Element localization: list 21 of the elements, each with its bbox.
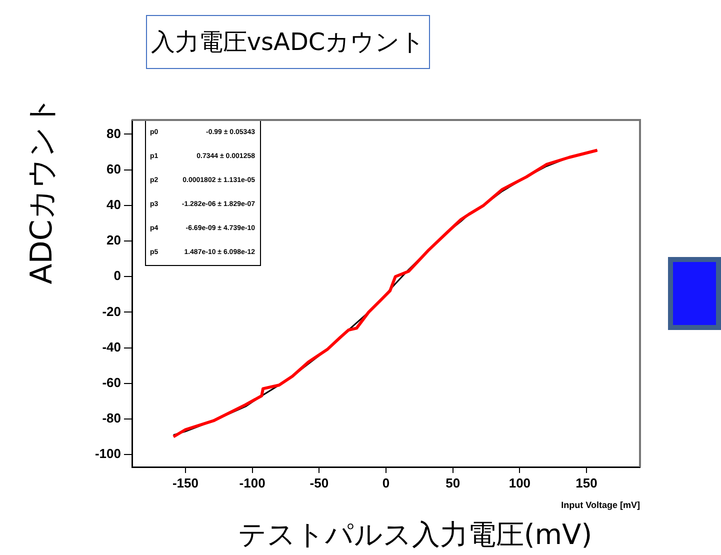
- y-axis-title: ADCカウント: [24, 96, 60, 284]
- x-tick-label: -100: [239, 475, 266, 490]
- y-tick-label: -100: [94, 446, 121, 462]
- y-tick-label: 0: [114, 268, 121, 284]
- x-tick-label: -150: [172, 475, 198, 490]
- y-tick-label: 60: [106, 161, 121, 176]
- chart-title: 入力電圧vsADCカウント: [146, 15, 430, 69]
- x-tick-label: 50: [446, 475, 460, 490]
- y-tick-label: 20: [106, 232, 121, 248]
- y-tick-label: -80: [102, 410, 121, 426]
- y-tick-label: 40: [106, 196, 121, 212]
- x-tick-label: 0: [382, 475, 390, 490]
- y-tick-label: -60: [102, 374, 121, 390]
- x-tick-label: -50: [310, 475, 329, 490]
- y-tick-label: 80: [106, 126, 121, 141]
- text: Input Voltage [mV]: [561, 500, 640, 510]
- y-tick-label: -40: [102, 339, 121, 354]
- y-tick-label: -20: [102, 304, 121, 319]
- x-tick-label: 150: [576, 475, 598, 490]
- x-tick-label: 100: [508, 475, 531, 490]
- x-axis-title: テストパルス入力電圧(mV): [238, 517, 592, 553]
